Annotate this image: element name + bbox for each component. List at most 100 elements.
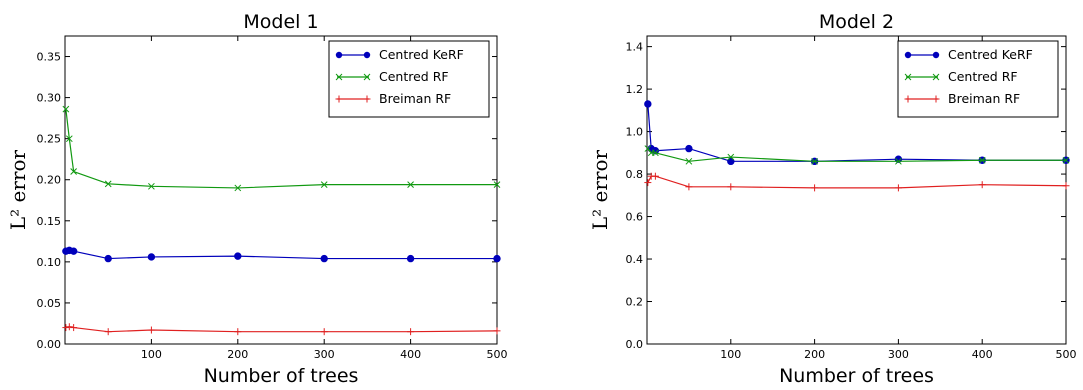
data-point xyxy=(147,253,156,261)
x-tick-label: 300 xyxy=(314,348,335,361)
data-point xyxy=(320,181,328,189)
data-point xyxy=(234,252,242,260)
data-point xyxy=(644,179,652,187)
series-centred-kerf xyxy=(62,246,501,263)
y-tick-label: 0.8 xyxy=(626,168,644,181)
y-axis-label: L² error xyxy=(588,149,612,230)
legend-marker xyxy=(335,73,343,81)
legend-label: Centred RF xyxy=(948,69,1018,84)
legend-marker xyxy=(335,51,343,59)
chart-1: Model 1 100 200 300 400 500 0.00 0.05 0.10 0.15 0.… xyxy=(6,11,508,387)
series-line xyxy=(647,175,1067,189)
data-point xyxy=(644,100,652,108)
data-point xyxy=(104,328,112,336)
legend-marker xyxy=(363,73,371,81)
series-line xyxy=(65,109,497,189)
y-axis-label: L² error xyxy=(6,149,30,230)
data-point xyxy=(407,181,414,189)
marker-stroke xyxy=(895,157,902,165)
x-tick-label: 400 xyxy=(972,348,993,361)
x-axis-label: Number of trees xyxy=(204,365,359,387)
y-tick-label: 1.2 xyxy=(626,83,644,96)
x-tick-label: 200 xyxy=(804,348,825,361)
series-line xyxy=(65,326,498,333)
data-point xyxy=(148,182,155,190)
y-tick-label: 1.4 xyxy=(626,41,644,54)
marker-stroke xyxy=(811,157,818,165)
x-tick-label: 500 xyxy=(1056,348,1077,361)
data-point xyxy=(406,254,415,263)
legend-marker xyxy=(932,51,940,59)
x-tick-label: 100 xyxy=(720,348,741,361)
legend-label: Centred KeRF xyxy=(379,47,464,62)
legend-label: Centred KeRF xyxy=(948,47,1033,62)
marker-stroke xyxy=(65,135,73,143)
data-point xyxy=(811,157,818,165)
data-point xyxy=(65,323,73,331)
marker-stroke xyxy=(70,168,77,175)
x-tick-label: 500 xyxy=(487,348,508,361)
chart-title: Model 2 xyxy=(819,11,894,33)
legend-entry: Centred RF xyxy=(904,69,1018,84)
series-breiman-rf xyxy=(644,172,1070,192)
data-point xyxy=(70,168,77,175)
marker-stroke xyxy=(234,184,242,192)
data-point xyxy=(727,183,735,191)
data-point xyxy=(407,328,415,336)
marker-stroke xyxy=(727,153,735,161)
data-point xyxy=(234,328,242,336)
data-point xyxy=(811,184,819,192)
x-tick-label: 100 xyxy=(141,348,162,361)
marker-stroke xyxy=(407,181,414,189)
data-point xyxy=(685,144,693,153)
y-tick-label: 0.25 xyxy=(37,133,62,146)
y-tick-label: 0.6 xyxy=(626,211,644,224)
data-point xyxy=(493,181,501,189)
legend-frame xyxy=(897,40,1059,118)
legend-entry: Centred RF xyxy=(335,69,449,84)
legend-entry: Centred KeRF xyxy=(335,47,464,62)
series-line xyxy=(65,249,497,260)
axes-frame xyxy=(646,35,1067,345)
y-tick-label: 0.0 xyxy=(626,338,644,351)
legend: Centred KeRF Centred RF Breiman RF xyxy=(328,40,490,118)
series-centred-rf xyxy=(644,145,1070,165)
legend-marker xyxy=(932,73,940,81)
legend-frame xyxy=(328,40,490,118)
y-tick-label: 0.05 xyxy=(37,297,62,310)
data-point xyxy=(727,153,735,161)
x-tick-label: 200 xyxy=(227,348,248,361)
chart-2: Model 2 100 200 300 400 500 0.0 0.2 0.4 0.6 0.8 1.0… xyxy=(588,11,1077,387)
data-point xyxy=(685,183,693,191)
data-point xyxy=(651,172,659,180)
series-breiman-rf xyxy=(62,323,501,336)
legend-label: Breiman RF xyxy=(948,91,1020,106)
chart-title: Model 1 xyxy=(243,11,318,33)
y-tick-label: 0.00 xyxy=(37,338,62,351)
x-tick-label: 300 xyxy=(888,348,909,361)
data-point xyxy=(727,157,735,166)
legend-marker xyxy=(904,73,912,81)
series-centred-rf xyxy=(62,105,501,192)
marker-stroke xyxy=(62,105,70,113)
data-point xyxy=(978,156,986,164)
data-point xyxy=(104,180,112,188)
marker-stroke xyxy=(685,157,693,165)
data-point xyxy=(234,184,242,192)
x-tick-label: 400 xyxy=(400,348,421,361)
marker-stroke xyxy=(148,182,155,190)
legend-entry: Breiman RF xyxy=(904,91,1020,106)
legend-entry: Centred KeRF xyxy=(904,47,1033,62)
data-point xyxy=(62,105,70,113)
axes-frame xyxy=(64,35,498,345)
data-point xyxy=(1062,156,1070,164)
data-point xyxy=(894,184,902,192)
x-axis-label: Number of trees xyxy=(779,365,934,387)
y-tick-label: 0.15 xyxy=(37,215,62,228)
data-point xyxy=(65,135,73,143)
marker-stroke xyxy=(104,180,112,188)
marker-stroke xyxy=(1062,156,1070,164)
data-point xyxy=(493,327,501,335)
legend-marker xyxy=(363,51,371,59)
